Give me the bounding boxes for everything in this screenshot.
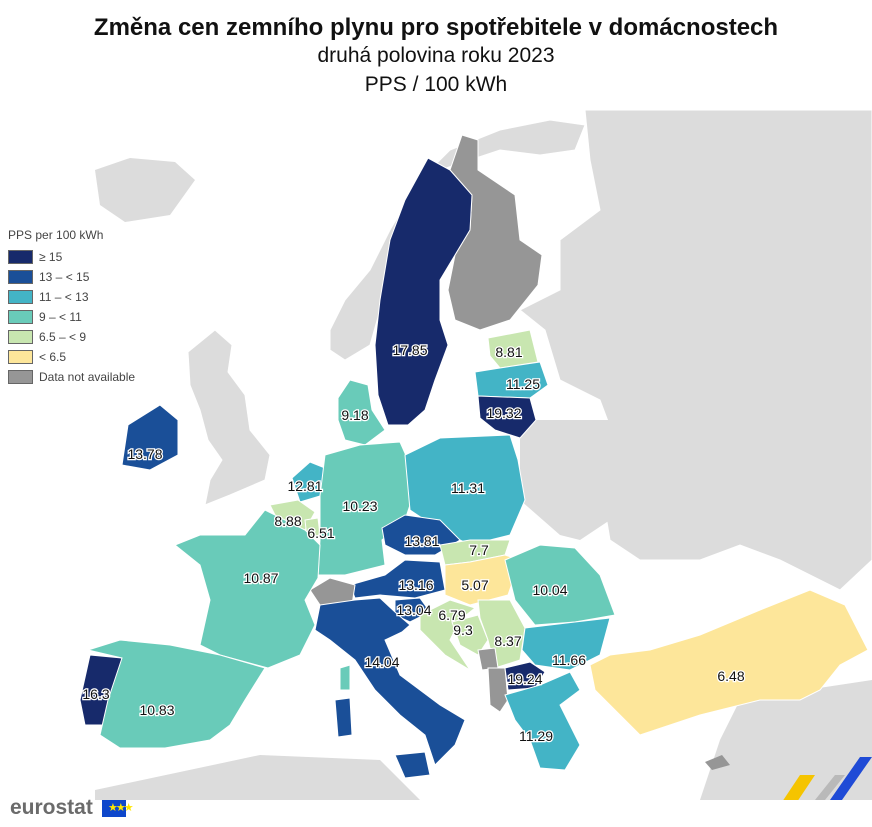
country-se [374, 157, 473, 426]
map-legend: PPS per 100 kWh ≥ 15 13 – < 15 11 – < 13… [8, 228, 135, 387]
label-pt: 16.3 [82, 686, 109, 702]
corner-graphic-grey [815, 775, 845, 800]
legend-item: ≥ 15 [8, 247, 135, 267]
legend-item: < 6.5 [8, 347, 135, 367]
country-de [317, 441, 411, 576]
corner-graphic-blue [830, 757, 872, 800]
label-tr: 6.48 [717, 668, 744, 684]
country-al [487, 667, 509, 713]
map-subtitle: druhá polovina roku 2023 [317, 44, 555, 67]
land-iceland [95, 158, 195, 222]
legend-swatch [8, 370, 33, 384]
label-hu: 5.07 [461, 577, 488, 593]
label-it: 14.04 [364, 654, 399, 670]
land-middle-east [700, 680, 872, 800]
label-cz: 13.81 [404, 533, 439, 549]
label-lu: 6.51 [307, 525, 334, 541]
legend-item: 9 – < 11 [8, 307, 135, 327]
label-bg: 11.66 [552, 652, 586, 668]
legend-label: 6.5 – < 9 [39, 330, 87, 344]
legend-swatch [8, 250, 33, 264]
legend-label: 9 – < 11 [39, 310, 82, 324]
label-se: 17.85 [392, 342, 427, 358]
country-cy [705, 755, 730, 770]
label-ro: 10.04 [532, 582, 567, 598]
legend-swatch [8, 310, 33, 324]
country-mk [504, 661, 546, 691]
eurostat-logo: eurostat [10, 796, 93, 819]
legend-swatch [8, 350, 33, 364]
eu-flag-icon: ★★★ [102, 800, 134, 817]
legend-label: Data not available [39, 370, 136, 384]
legend-label: < 6.5 [39, 350, 67, 364]
legend-item: 6.5 – < 9 [8, 327, 135, 347]
label-hr: 6.79 [438, 607, 465, 623]
legend-item: 11 – < 13 [8, 287, 135, 307]
label-gr: 11.29 [519, 728, 553, 744]
country-dk [337, 379, 386, 446]
legend-swatch [8, 330, 33, 344]
legend-label: 11 – < 13 [39, 290, 89, 304]
legend-swatch [8, 290, 33, 304]
label-pl: 11.31 [451, 480, 485, 496]
country-ie [121, 404, 179, 471]
label-rs: 8.37 [494, 633, 521, 649]
legend-title: PPS per 100 kWh [8, 228, 104, 242]
label-fr: 10.87 [243, 570, 278, 586]
country-tr [589, 589, 869, 736]
country-bg [521, 617, 611, 671]
legend-item: Data not available [8, 367, 135, 387]
label-si: 13.04 [396, 602, 431, 618]
map-unit: PPS / 100 kWh [364, 73, 508, 96]
europe-map: 17.85 8.81 11.25 19.32 9.18 13.78 12.81 … [79, 109, 872, 800]
land-east [520, 420, 640, 540]
label-ie: 13.78 [127, 446, 162, 462]
land-north-africa [95, 755, 420, 800]
country-it [314, 597, 466, 766]
label-nl: 12.81 [287, 478, 322, 494]
country-me [477, 647, 499, 671]
legend-swatch [8, 270, 33, 284]
country-es [86, 639, 266, 749]
country-fr-corsica [339, 664, 351, 691]
legend-item: 13 – < 15 [8, 267, 135, 287]
country-ba [451, 614, 489, 656]
legend-label: 13 – < 15 [39, 270, 90, 284]
label-lv: 11.25 [506, 376, 540, 392]
label-be: 8.88 [274, 513, 301, 529]
country-lt [477, 395, 537, 439]
country-ro [504, 544, 616, 626]
label-at: 13.16 [398, 577, 433, 593]
country-fr [174, 509, 321, 669]
land-uk [187, 329, 271, 506]
label-de: 10.23 [342, 498, 377, 514]
label-ee: 8.81 [495, 344, 522, 360]
label-sk: 7.7 [469, 542, 489, 558]
label-dk: 9.18 [341, 407, 368, 423]
country-rs [477, 599, 526, 669]
country-it-sicily [394, 751, 431, 779]
label-mk: 19.24 [507, 671, 542, 687]
country-it-sardinia [334, 697, 353, 738]
country-hr [419, 599, 477, 671]
label-es: 10.83 [139, 702, 174, 718]
legend-label: ≥ 15 [39, 250, 63, 264]
country-gr [504, 671, 581, 771]
map-title: Změna cen zemního plynu pro spotřebitele… [93, 14, 779, 41]
label-ba: 9.3 [453, 622, 473, 638]
country-ch [309, 577, 356, 606]
corner-graphic-yellow [783, 775, 815, 800]
label-lt: 19.32 [486, 405, 521, 421]
